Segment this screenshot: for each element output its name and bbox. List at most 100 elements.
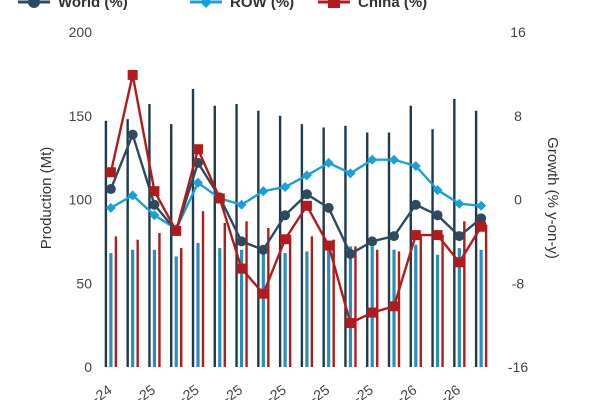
point	[258, 244, 269, 255]
point	[301, 189, 312, 200]
bar	[174, 256, 178, 367]
bar	[305, 251, 309, 367]
bar	[201, 211, 205, 367]
point	[367, 236, 378, 247]
point	[149, 199, 160, 210]
legend-label: China (%)	[358, 0, 427, 11]
point	[410, 161, 421, 171]
point	[236, 199, 247, 210]
right-tick-label: -8	[512, 275, 525, 291]
point	[149, 186, 160, 197]
bar	[131, 249, 135, 367]
bar	[419, 236, 422, 367]
left-tick-label: 0	[84, 359, 92, 375]
point	[236, 236, 247, 247]
bar	[196, 243, 200, 367]
legend: World (%) ROW (%) China (%)	[18, 0, 427, 11]
point	[410, 230, 421, 241]
point	[171, 225, 182, 236]
point	[454, 231, 465, 242]
point	[105, 202, 116, 213]
bar	[109, 253, 113, 367]
bar	[366, 132, 369, 367]
bar	[463, 221, 466, 367]
point	[389, 154, 399, 165]
left-tick-label: 50	[76, 275, 92, 291]
bar	[332, 239, 335, 367]
bar	[435, 254, 440, 367]
right-tick-label: 16	[510, 24, 526, 40]
right-tick-label: 8	[514, 108, 522, 124]
bar	[114, 236, 118, 367]
x-tick-label: -25	[350, 381, 376, 400]
legend-label: World (%)	[58, 0, 128, 11]
point	[127, 190, 138, 201]
point	[476, 221, 487, 232]
point	[432, 210, 443, 221]
point	[280, 181, 291, 192]
point	[323, 157, 334, 168]
bar	[136, 239, 139, 367]
x-tick-label: -25	[307, 381, 333, 400]
point	[454, 198, 465, 209]
x-tick-label: -25	[220, 381, 246, 400]
point	[432, 185, 443, 196]
point	[258, 288, 269, 299]
legend-marker	[200, 0, 212, 8]
left-tick-label: 200	[69, 24, 93, 40]
bar	[278, 115, 282, 367]
point	[389, 301, 399, 312]
bar	[213, 105, 216, 367]
point	[258, 186, 269, 197]
point	[105, 184, 116, 195]
bar	[218, 248, 222, 367]
right-axis: -16 -8 0 8 16	[508, 24, 528, 375]
bar	[239, 249, 244, 367]
point	[345, 168, 356, 179]
point	[193, 177, 203, 188]
right-axis-title: Growth (% y-on-y)	[544, 137, 561, 259]
bar	[261, 253, 265, 367]
point	[280, 210, 291, 221]
bar	[152, 249, 157, 367]
bar	[370, 246, 374, 367]
x-tick-label: -24	[89, 381, 115, 400]
bar	[158, 233, 161, 367]
point	[345, 248, 356, 259]
series-line	[109, 73, 483, 325]
bars	[104, 88, 488, 368]
bar	[414, 244, 418, 367]
bar	[474, 110, 478, 367]
left-axis: 0 50 100 150 200	[69, 24, 93, 375]
x-tick-label: -26	[394, 381, 420, 400]
left-tick-label: 150	[69, 108, 93, 124]
point	[323, 240, 334, 251]
point	[454, 257, 465, 268]
bar	[344, 125, 347, 367]
bar	[191, 88, 195, 367]
point	[236, 263, 247, 274]
bar	[387, 132, 391, 367]
lines	[105, 69, 487, 329]
point	[323, 202, 334, 213]
bar	[288, 234, 292, 367]
point	[367, 307, 378, 318]
legend-marker	[328, 0, 340, 8]
x-tick-label: -25	[176, 381, 202, 400]
bar	[300, 124, 304, 367]
point	[301, 200, 312, 211]
bar	[327, 249, 331, 367]
left-axis-title: Production (Mt)	[38, 147, 55, 250]
bar	[126, 119, 129, 367]
bar	[104, 120, 108, 368]
point	[476, 200, 487, 211]
bar	[180, 248, 183, 367]
right-tick-label: -16	[508, 359, 528, 375]
x-tick-label: -26	[437, 381, 463, 400]
bar	[348, 246, 353, 367]
left-tick-label: 100	[69, 192, 93, 208]
point	[476, 213, 487, 224]
point	[127, 129, 138, 140]
point	[410, 199, 421, 210]
